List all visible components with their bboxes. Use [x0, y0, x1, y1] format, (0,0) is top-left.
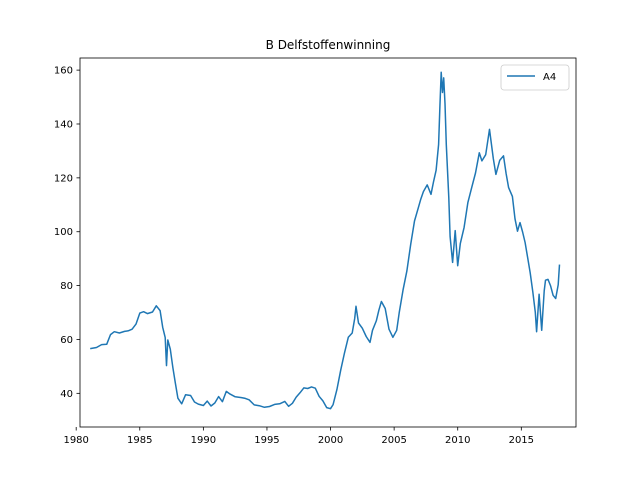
y-axis: 40 60 80 100 120 140 160	[54, 66, 80, 400]
plot-area	[79, 57, 577, 428]
y-tick-label: 100	[54, 227, 73, 238]
y-tick-label: 140	[54, 119, 73, 130]
x-tick-label: 2015	[509, 435, 534, 446]
y-tick-label: 60	[60, 335, 73, 346]
x-tick-label: 1985	[127, 435, 152, 446]
x-axis: 1980 1985 1990 1995 2000 2005 2010 2015	[63, 427, 534, 446]
x-tick-label: 2010	[445, 435, 470, 446]
series-line-a4	[90, 71, 561, 410]
y-tick-label: 120	[54, 173, 73, 184]
x-tick-label: 1990	[191, 435, 216, 446]
legend-label: A4	[543, 72, 556, 83]
legend-box	[500, 64, 570, 91]
plot-frame	[79, 57, 577, 428]
x-tick-label: 2000	[318, 435, 343, 446]
y-tick-label: 80	[60, 281, 73, 292]
chart-title: B Delfstoffenwinning	[266, 38, 391, 52]
legend: A4	[500, 64, 570, 91]
y-tick-label: 160	[54, 66, 73, 77]
series-group	[90, 71, 561, 410]
x-tick-label: 1980	[63, 435, 88, 446]
x-tick-label: 1995	[254, 435, 279, 446]
y-tick-label: 40	[60, 389, 73, 400]
x-tick-label: 2005	[381, 435, 406, 446]
